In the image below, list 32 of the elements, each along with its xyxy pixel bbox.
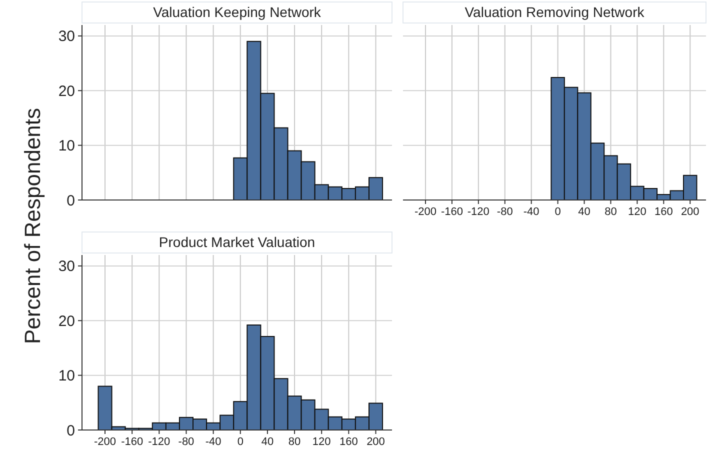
y-tick-label: 10: [58, 138, 75, 155]
x-tick-label: 0: [237, 436, 244, 448]
x-tick-label: 160: [340, 436, 358, 448]
y-tick-label: 20: [58, 312, 75, 330]
x-tick-label: -80: [178, 436, 194, 448]
x-tick-label: -200: [414, 206, 437, 218]
x-tick-label: 160: [654, 206, 673, 218]
x-tick-label: 40: [578, 206, 590, 218]
x-tick-label: 120: [312, 436, 331, 448]
y-axis-title: Percent of Respondents: [20, 108, 45, 344]
x-tick-label: 40: [261, 436, 274, 448]
chart-title: Valuation Keeping Network: [153, 4, 322, 20]
x-tick-label: 0: [554, 206, 561, 218]
x-tick-label: 80: [604, 206, 617, 218]
x-tick-label: -200: [94, 436, 116, 448]
x-tick-label: 200: [680, 206, 700, 218]
y-tick-label: 10: [58, 368, 75, 385]
y-tick-label: 20: [58, 82, 75, 100]
x-tick-label: -40: [205, 436, 222, 448]
x-tick-label: -160: [440, 206, 463, 218]
x-tick-label: -160: [121, 436, 144, 448]
x-tick-label: 80: [288, 436, 301, 448]
x-tick-label: -120: [467, 206, 490, 218]
chart-title: Product Market Valuation: [158, 234, 316, 250]
x-tick-label: 120: [628, 206, 646, 218]
x-tick-label: -40: [523, 206, 540, 218]
chart-title: Valuation Removing Network: [464, 4, 646, 20]
y-tick-label: 30: [58, 258, 75, 276]
y-tick-label: 30: [58, 28, 75, 46]
x-tick-label: -120: [148, 436, 170, 448]
x-tick-label: 200: [366, 436, 385, 448]
x-tick-label: -80: [496, 206, 513, 218]
